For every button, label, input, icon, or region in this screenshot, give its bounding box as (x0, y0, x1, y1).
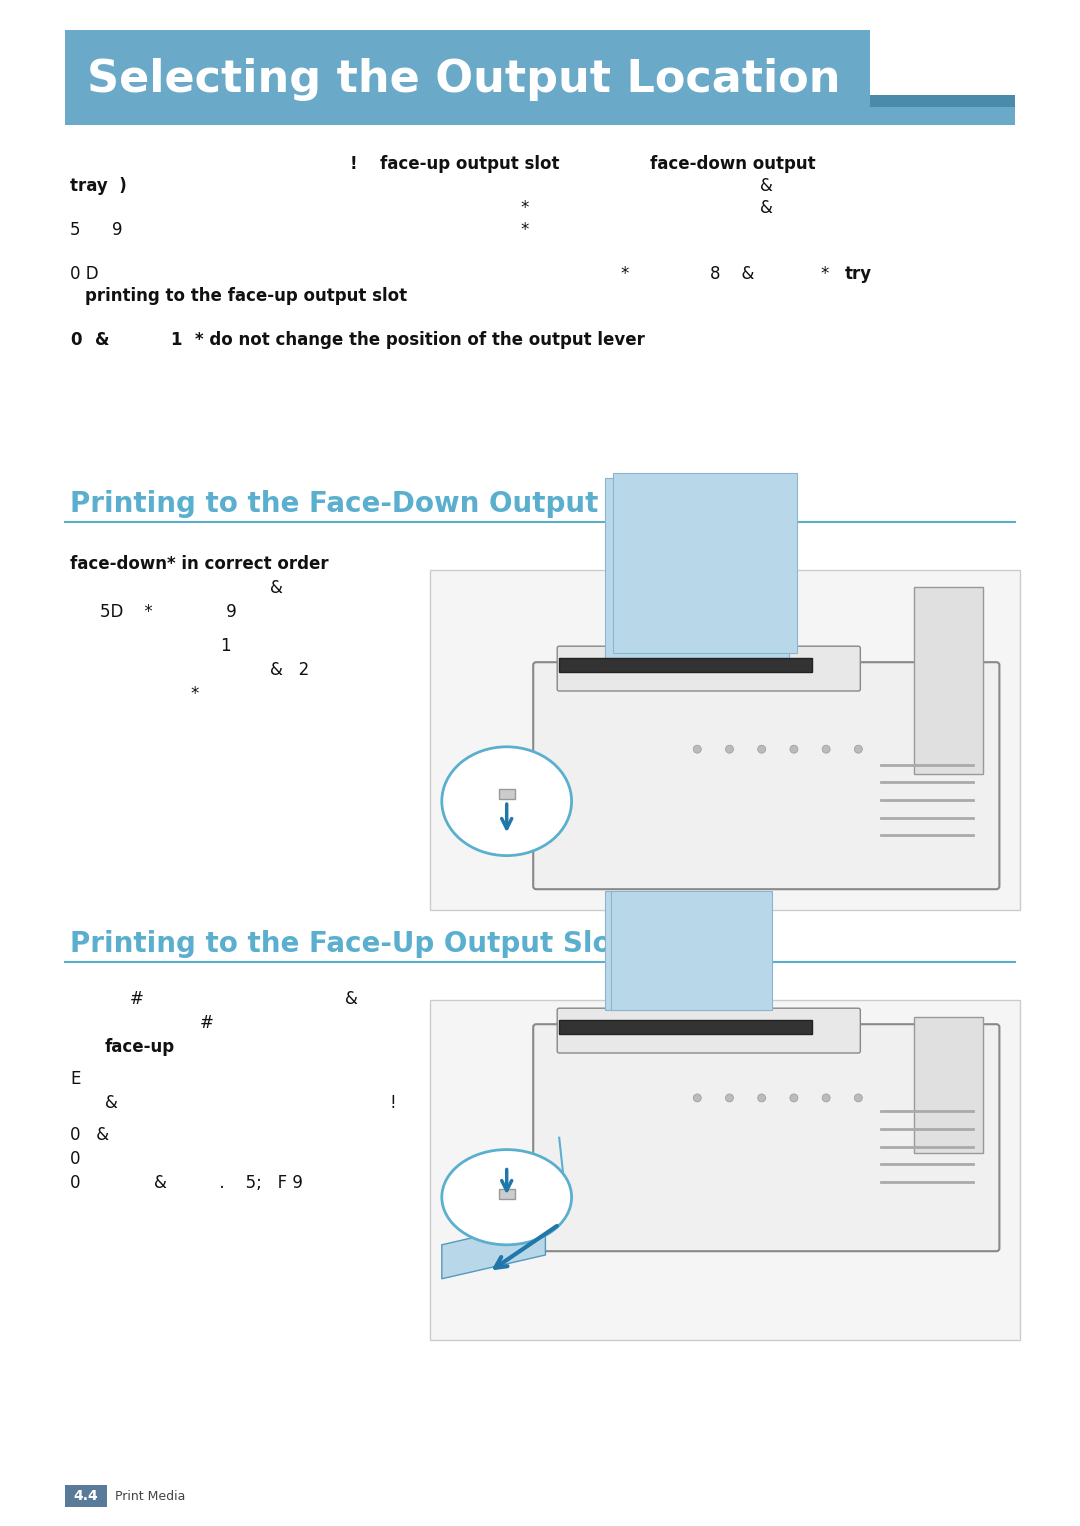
Bar (870, 31, 1015, 95)
Text: face-down output: face-down output (650, 156, 815, 172)
Ellipse shape (442, 1149, 571, 1245)
Text: Selecting the Output Location: Selecting the Output Location (87, 58, 840, 101)
Text: face-up output slot: face-up output slot (380, 156, 559, 172)
Polygon shape (442, 1221, 545, 1279)
FancyBboxPatch shape (534, 662, 999, 890)
Text: Printing to the Face-Down Output Tray: Printing to the Face-Down Output Tray (70, 490, 674, 517)
Text: Print Media: Print Media (114, 1489, 186, 1503)
Text: #: # (200, 1013, 214, 1032)
Text: 1: 1 (170, 331, 181, 349)
Bar (499, 789, 515, 800)
Text: 0   &: 0 & (70, 1126, 109, 1144)
Text: E: E (70, 1070, 80, 1088)
Text: printing to the face-up output slot: printing to the face-up output slot (85, 287, 407, 305)
Circle shape (726, 1094, 733, 1102)
Text: 0 D: 0 D (70, 266, 98, 282)
Polygon shape (613, 473, 797, 653)
Polygon shape (605, 478, 789, 658)
Bar (499, 1189, 515, 1199)
Text: 4.4: 4.4 (73, 1489, 98, 1503)
Circle shape (789, 1094, 798, 1102)
Text: 5      9: 5 9 (70, 221, 122, 240)
Circle shape (854, 745, 862, 754)
Bar (65, 1485, 107, 1508)
Bar (65, 31, 1015, 125)
Text: &: & (270, 578, 283, 597)
Text: *: * (519, 221, 528, 240)
Text: 0              &          .    5;   F 9: 0 & . 5; F 9 (70, 1173, 302, 1192)
Text: *: * (519, 198, 528, 217)
Bar (914, 1016, 983, 1154)
FancyBboxPatch shape (557, 1009, 861, 1053)
Circle shape (693, 1094, 701, 1102)
Text: &: & (760, 198, 773, 217)
Bar (559, 1021, 812, 1035)
Bar (914, 588, 983, 774)
Circle shape (789, 745, 798, 754)
Text: face-up: face-up (105, 1038, 175, 1056)
Text: 0: 0 (70, 1151, 81, 1167)
Text: !: ! (350, 156, 357, 172)
Text: #: # (130, 990, 144, 1009)
Text: &: & (345, 990, 357, 1009)
Bar (559, 658, 812, 671)
Ellipse shape (442, 746, 571, 856)
Text: *: * (190, 685, 199, 703)
Text: *: * (820, 266, 828, 282)
Text: 5D    *              9: 5D * 9 (100, 603, 237, 621)
Text: * do not change the position of the output lever: * do not change the position of the outp… (195, 331, 645, 349)
Text: tray  ): tray ) (70, 177, 126, 195)
Text: &: & (105, 1094, 118, 1112)
Circle shape (693, 745, 701, 754)
Text: try: try (845, 266, 873, 282)
Text: *: * (620, 266, 629, 282)
Circle shape (758, 1094, 766, 1102)
Bar (605, 891, 767, 1010)
Bar (870, 95, 1015, 107)
Text: &: & (760, 177, 773, 195)
Circle shape (822, 745, 831, 754)
Circle shape (758, 745, 766, 754)
Bar (611, 891, 772, 1010)
Text: face-down* in correct order: face-down* in correct order (70, 555, 328, 572)
Bar (430, 571, 1020, 909)
Text: 8    &: 8 & (710, 266, 754, 282)
Text: &   2: & 2 (270, 661, 309, 679)
Bar (430, 1000, 1020, 1340)
Circle shape (822, 1094, 831, 1102)
FancyBboxPatch shape (557, 645, 861, 691)
Text: Printing to the Face-Up Output Slot: Printing to the Face-Up Output Slot (70, 929, 625, 958)
Text: 1: 1 (220, 636, 231, 655)
Text: 0: 0 (70, 331, 81, 349)
Circle shape (854, 1094, 862, 1102)
Circle shape (726, 745, 733, 754)
Text: !: ! (390, 1094, 396, 1112)
FancyBboxPatch shape (534, 1024, 999, 1251)
Text: &: & (95, 331, 109, 349)
